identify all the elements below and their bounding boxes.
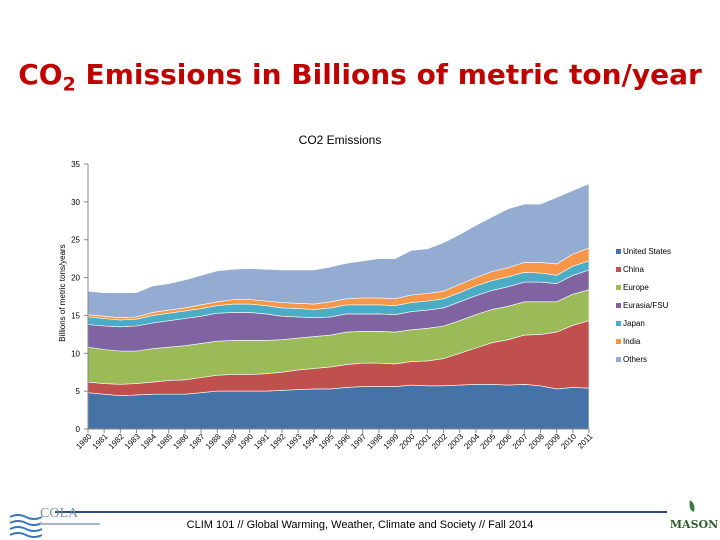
x-tick-label: 2010: [559, 432, 578, 451]
x-tick-label: 2002: [430, 432, 449, 451]
slide-title: CO2 Emissions in Billions of metric ton/…: [0, 58, 720, 96]
y-tick-label: 20: [71, 274, 80, 283]
x-tick-label: 1996: [333, 432, 352, 451]
area-others: [87, 183, 590, 319]
title-subscript: 2: [62, 73, 76, 96]
x-tick-label: 1998: [365, 432, 384, 451]
x-tick-label: 1987: [188, 432, 207, 451]
cola-wave-4: [9, 532, 43, 538]
cola-logo-bar: [40, 523, 100, 525]
y-tick-label: 35: [71, 160, 80, 169]
title-rest: Emissions in Billions of metric ton/year: [75, 58, 702, 91]
legend: United States China Europe Eurasia/FSU Japan…: [616, 247, 671, 364]
y-tick-label: 0: [76, 425, 81, 434]
legend-swatch: [616, 339, 621, 344]
mason-leaf-icon: [689, 500, 695, 512]
cola-wave-2: [9, 520, 43, 526]
x-tick-label: 2006: [495, 432, 514, 451]
legend-swatch: [616, 267, 621, 272]
y-tick-label: 10: [71, 349, 80, 358]
legend-label: Eurasia/FSU: [623, 301, 669, 310]
legend-label: Europe: [623, 283, 649, 292]
legend-label: United States: [623, 247, 671, 256]
y-tick-label: 15: [71, 311, 80, 320]
legend-label: Japan: [623, 319, 645, 328]
x-tick-label: 1981: [91, 432, 110, 451]
y-axis-label: Billions of metric tons/years: [58, 244, 67, 341]
y-tick-label: 30: [71, 198, 80, 207]
x-tick-label: 1988: [204, 432, 223, 451]
x-tick-label: 1999: [382, 432, 401, 451]
legend-swatch: [616, 303, 621, 308]
x-tick-label: 1989: [220, 432, 239, 451]
legend-swatch: [616, 321, 621, 326]
x-tick-label: 1984: [139, 432, 158, 451]
chart-title-text: CO2 Emissions: [299, 133, 382, 147]
x-tick-label: 2009: [543, 432, 562, 451]
cola-wave-3: [9, 526, 43, 532]
x-tick-label: 1991: [252, 432, 271, 451]
mason-logo-text: MASON: [670, 518, 718, 531]
mason-logo: MASON: [670, 500, 718, 531]
legend-swatch: [616, 285, 621, 290]
x-tick-label: 1986: [171, 432, 190, 451]
cola-logo-text: COLA: [40, 506, 79, 521]
y-tick-label: 5: [76, 387, 81, 396]
x-tick-label: 1997: [349, 432, 368, 451]
legend-label: Others: [623, 355, 647, 364]
x-tick-label: 2007: [511, 432, 530, 451]
x-tick-label: 1990: [236, 432, 255, 451]
x-tick-label: 1992: [268, 432, 287, 451]
legend-swatch: [616, 249, 621, 254]
x-tick-label: 2001: [414, 432, 433, 451]
legend-swatch: [616, 357, 621, 362]
x-tick-label: 2011: [576, 432, 595, 451]
title-main: CO: [18, 58, 63, 91]
legend-label: India: [623, 337, 641, 346]
y-axis: 0 5 10 15 20 25 30 35: [71, 160, 89, 434]
cola-logo: COLA: [9, 506, 100, 538]
x-tick-label: 1980: [74, 432, 93, 451]
footer-rule: [55, 511, 667, 513]
y-tick-label: 25: [71, 236, 80, 245]
plot-areas: [87, 183, 590, 430]
x-tick-label: 2005: [478, 432, 497, 451]
x-tick-label: 1983: [123, 432, 142, 451]
x-tick-label: 1994: [301, 432, 320, 451]
x-tick-label: 2003: [446, 432, 465, 451]
x-tick-label: 2008: [527, 432, 546, 451]
x-tick-label: 1982: [107, 432, 126, 451]
cola-wave-1: [9, 514, 43, 520]
x-tick-label: 1993: [285, 432, 304, 451]
footer-text: CLIM 101 // Global Warming, Weather, Cli…: [186, 519, 534, 531]
x-tick-label: 1985: [155, 432, 174, 451]
x-tick-label: 1995: [317, 432, 336, 451]
x-axis: 1980198119821983198419851986198719881989…: [74, 428, 595, 451]
x-tick-label: 2004: [462, 432, 481, 451]
legend-label: China: [623, 265, 644, 274]
x-tick-label: 2000: [398, 432, 417, 451]
chart-title: CO2 Emissions: [299, 133, 382, 147]
